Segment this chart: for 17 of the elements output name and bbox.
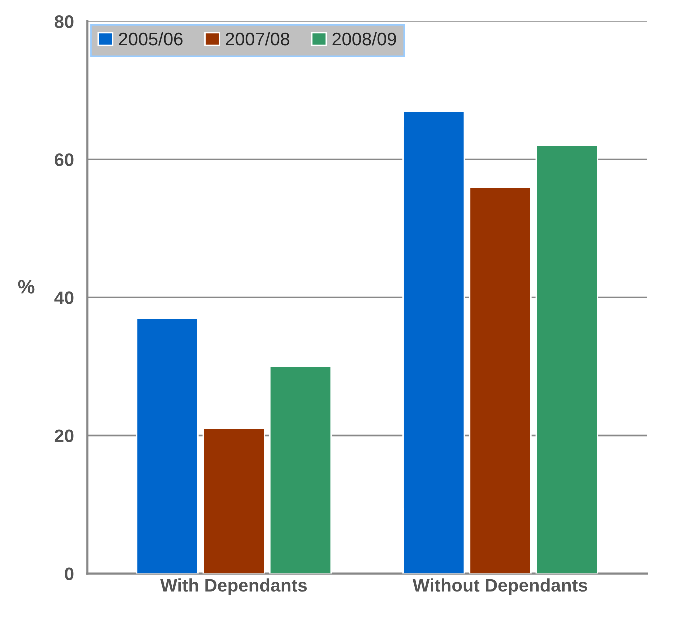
y-tick-label: 20	[54, 430, 74, 442]
y-tick-label: 40	[54, 292, 74, 304]
bar	[136, 318, 199, 574]
legend-label: 2008/09	[332, 32, 396, 46]
y-tick-label: 60	[55, 154, 74, 166]
x-tick-label: With Dependants	[160, 578, 308, 596]
bar	[402, 110, 466, 574]
bar	[469, 186, 532, 574]
y-axis-title: %	[18, 280, 35, 294]
bar	[202, 428, 266, 574]
legend-label: 2005/06	[119, 32, 183, 46]
legend-label: 2007/08	[226, 32, 290, 46]
bar	[536, 145, 598, 574]
y-tick-label: 80	[54, 16, 74, 28]
bar	[269, 366, 332, 574]
y-tick-label: 0	[65, 568, 74, 581]
x-tick-label: Without Dependants	[412, 578, 588, 596]
